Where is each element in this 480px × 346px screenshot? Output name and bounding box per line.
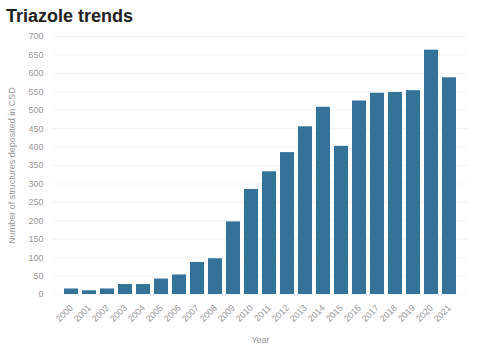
svg-text:2007: 2007 bbox=[180, 303, 201, 324]
svg-text:2001: 2001 bbox=[72, 303, 93, 324]
svg-text:2013: 2013 bbox=[288, 303, 309, 324]
svg-text:2019: 2019 bbox=[396, 303, 417, 324]
svg-text:450: 450 bbox=[28, 124, 43, 134]
svg-text:2009: 2009 bbox=[216, 303, 237, 324]
svg-text:2006: 2006 bbox=[162, 303, 183, 324]
svg-text:300: 300 bbox=[28, 179, 43, 189]
svg-text:2002: 2002 bbox=[90, 303, 111, 324]
svg-text:2016: 2016 bbox=[342, 303, 363, 324]
svg-text:50: 50 bbox=[33, 271, 43, 281]
svg-text:2015: 2015 bbox=[324, 303, 345, 324]
svg-text:200: 200 bbox=[28, 216, 43, 226]
svg-text:400: 400 bbox=[28, 142, 43, 152]
svg-text:2003: 2003 bbox=[108, 303, 129, 324]
svg-text:0: 0 bbox=[38, 289, 43, 299]
svg-text:350: 350 bbox=[28, 160, 43, 170]
svg-text:Number of structures deposited: Number of structures deposited in CSD bbox=[7, 87, 17, 244]
svg-text:2020: 2020 bbox=[414, 303, 435, 324]
svg-text:100: 100 bbox=[28, 253, 43, 263]
svg-text:2004: 2004 bbox=[126, 303, 147, 324]
svg-text:500: 500 bbox=[28, 105, 43, 115]
svg-text:700: 700 bbox=[28, 31, 43, 41]
html-text:Triazole trends: Triazole trends bbox=[6, 6, 133, 26]
svg-text:2000: 2000 bbox=[54, 303, 75, 324]
svg-text:2017: 2017 bbox=[360, 303, 381, 324]
svg-text:Year: Year bbox=[251, 335, 269, 345]
svg-text:650: 650 bbox=[28, 50, 43, 60]
svg-text:2010: 2010 bbox=[234, 303, 255, 324]
svg-text:2005: 2005 bbox=[144, 303, 165, 324]
svg-text:250: 250 bbox=[28, 197, 43, 207]
svg-text:550: 550 bbox=[28, 87, 43, 97]
svg-text:2014: 2014 bbox=[306, 303, 327, 324]
svg-text:2011: 2011 bbox=[252, 303, 273, 324]
svg-text:2018: 2018 bbox=[378, 303, 399, 324]
svg-text:2008: 2008 bbox=[198, 303, 219, 324]
svg-text:150: 150 bbox=[28, 234, 43, 244]
svg-text:2021: 2021 bbox=[432, 303, 453, 324]
svg-text:2012: 2012 bbox=[270, 303, 291, 324]
svg-text:600: 600 bbox=[28, 68, 43, 78]
